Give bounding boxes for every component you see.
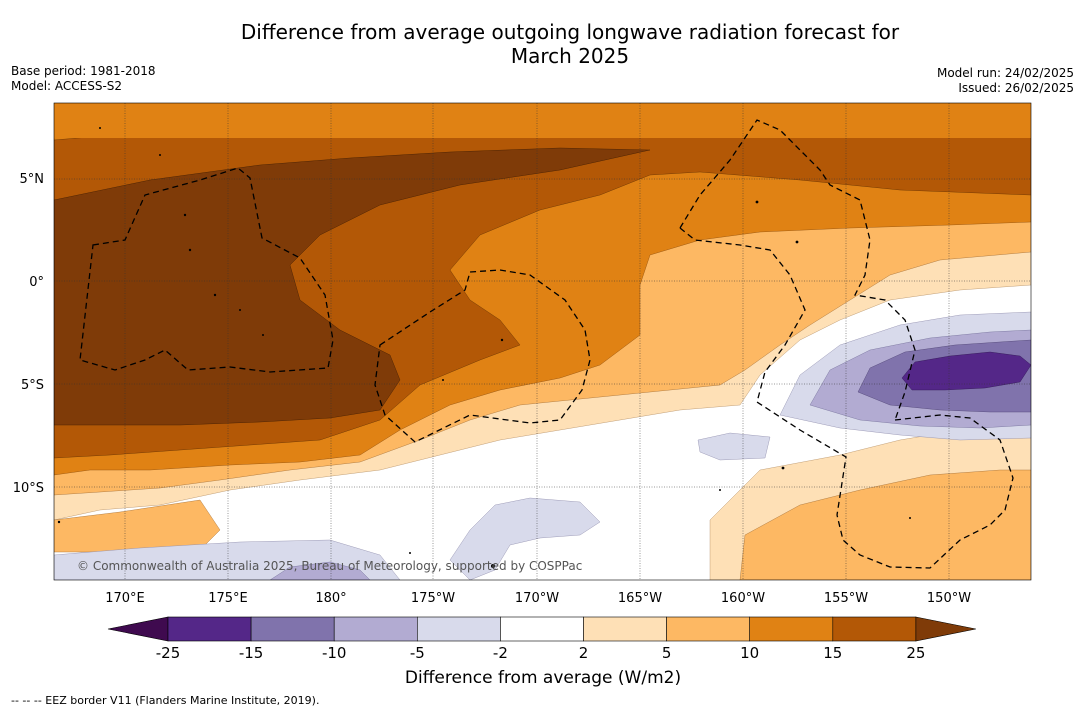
lat-label-0: 0° [29, 275, 44, 290]
colorbar-segment [666, 616, 750, 642]
lon-label-160w: 160°W [721, 591, 765, 606]
lat-label-10s: 10°S [13, 481, 44, 496]
graticule [54, 103, 1031, 580]
lon-label-175w: 175°W [411, 591, 455, 606]
colorbar-segment [500, 616, 584, 642]
colorbar-tick-label: -15 [239, 644, 264, 662]
eez-borders [79, 119, 1014, 569]
colorbar-tick-label: -2 [493, 644, 508, 662]
meta-right: Model run: 24/02/2025 Issued: 26/02/2025 [937, 66, 1074, 96]
patch-minus-5-southwest [269, 561, 371, 580]
colorbar: -25 -15 -10 -5 -2 2 5 10 15 25 [107, 616, 976, 662]
colorbar-tick-label: 15 [823, 644, 842, 662]
model-name: Model: ACCESS-S2 [11, 79, 123, 93]
eez-line-islands-west [679, 227, 847, 516]
lon-label-165w: 165°W [618, 591, 662, 606]
colorbar-segment [333, 616, 418, 642]
map-frame [53, 102, 1032, 581]
longitude-labels: 170°E 175°E 180° 175°W 170°W 165°W 160°W… [105, 591, 971, 606]
map-title: Difference from average outgoing longwav… [0, 20, 1085, 68]
lon-label-180: 180° [315, 591, 346, 606]
eez-legend: -- -- -- EEZ border V11 (Flanders Marine… [11, 694, 320, 707]
eez-tuvalu [79, 167, 334, 373]
colorbar-tick-label: 25 [906, 644, 925, 662]
issued-date: Issued: 26/02/2025 [958, 81, 1074, 95]
colorbar-tick-label: -10 [322, 644, 347, 662]
eez-cook-islands [836, 414, 1014, 569]
lat-label-5n: 5°N [20, 172, 45, 187]
patch-minus-2-south [449, 497, 601, 580]
band-5-to-10-southwest [54, 499, 221, 553]
latitude-labels: 5°N 0° 5°S 10°S [13, 172, 44, 496]
colorbar-tick-label: -25 [156, 644, 181, 662]
colorbar-tick-label: 10 [740, 644, 759, 662]
colorbar-tick-label: 2 [579, 644, 589, 662]
base-period: Base period: 1981-2018 [11, 64, 156, 78]
colorbar-segment [167, 616, 252, 642]
islands [57, 127, 911, 568]
band-above-25 [54, 147, 651, 426]
colorbar-arrow-max [915, 616, 976, 642]
colorbar-segment [250, 616, 335, 642]
band-5-to-10-south [739, 469, 1031, 580]
eez-phoenix [374, 269, 591, 443]
colorbar-segment [749, 616, 834, 642]
colorbar-tick-label: 5 [662, 644, 672, 662]
lon-label-150w: 150°W [927, 591, 971, 606]
colorbar-segment [832, 616, 917, 642]
band-10-to-15-north [54, 103, 1031, 138]
band-minus-15-to-minus-25 [901, 351, 1031, 391]
lat-label-5s: 5°S [21, 378, 44, 393]
colorbar-arrow-min [107, 616, 169, 642]
copyright-text: © Commonwealth of Australia 2025, Bureau… [77, 559, 582, 573]
title-line-2: March 2025 [510, 44, 630, 68]
colorbar-segment [583, 616, 667, 642]
patch-minus-2-center [697, 432, 771, 461]
anomaly-field [54, 103, 1031, 580]
model-run: Model run: 24/02/2025 [936, 66, 1074, 80]
lon-label-155w: 155°W [824, 591, 868, 606]
title-line-1: Difference from average outgoing longwav… [240, 20, 900, 44]
lon-label-175e: 175°E [208, 591, 248, 606]
lon-label-170w: 170°W [515, 591, 559, 606]
colorbar-segment [416, 616, 501, 642]
colorbar-title: Difference from average (W/m2) [404, 668, 682, 688]
colorbar-tick-label: -5 [410, 644, 425, 662]
lon-label-170e: 170°E [105, 591, 145, 606]
meta-left: Base period: 1981-2018 Model: ACCESS-S2 [11, 64, 156, 94]
